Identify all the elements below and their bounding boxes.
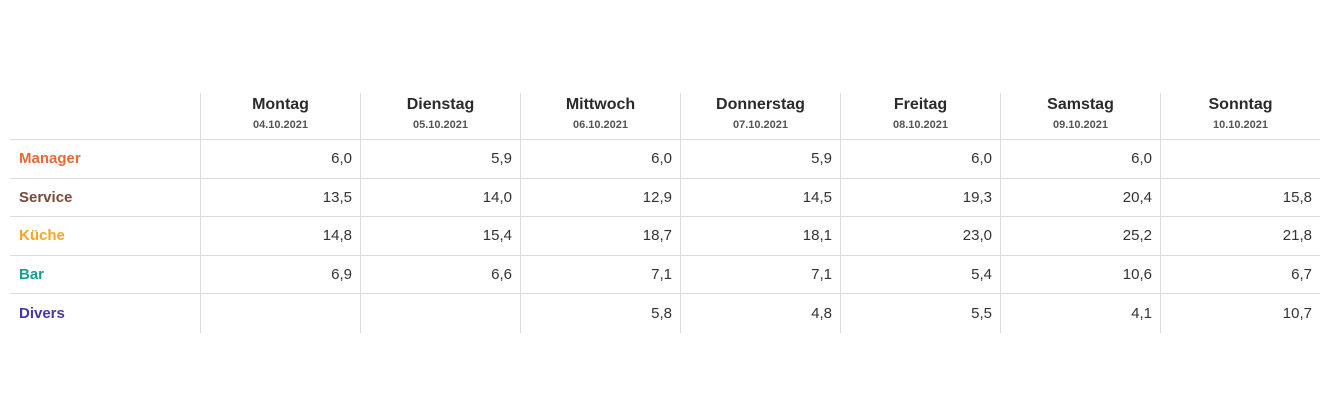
table-cell: 20,4 xyxy=(1000,178,1160,217)
day-date: 07.10.2021 xyxy=(732,119,789,131)
table-corner-cell xyxy=(10,93,200,140)
table-cell: 7,1 xyxy=(520,255,680,294)
table-cell: 14,0 xyxy=(360,178,520,217)
table-cell xyxy=(360,294,520,333)
day-date: 09.10.2021 xyxy=(1052,119,1109,131)
table-cell: 13,5 xyxy=(200,178,360,217)
table-cell: 6,0 xyxy=(840,140,1000,179)
table-cell: 15,8 xyxy=(1160,178,1320,217)
table-cell: 6,0 xyxy=(520,140,680,179)
row-label-manager: Manager xyxy=(10,140,200,179)
table-cell xyxy=(200,294,360,333)
day-name: Donnerstag xyxy=(716,96,805,113)
day-header-thursday: Donnerstag 07.10.2021 xyxy=(680,93,840,140)
table-cell: 19,3 xyxy=(840,178,1000,217)
table-cell: 6,6 xyxy=(360,255,520,294)
table-cell: 5,4 xyxy=(840,255,1000,294)
table-cell: 5,8 xyxy=(520,294,680,333)
table-cell: 7,1 xyxy=(680,255,840,294)
day-header-tuesday: Dienstag 05.10.2021 xyxy=(360,93,520,140)
table-cell: 14,5 xyxy=(680,178,840,217)
day-header-saturday: Samstag 09.10.2021 xyxy=(1000,93,1160,140)
day-name: Montag xyxy=(252,96,309,113)
table-cell: 10,6 xyxy=(1000,255,1160,294)
day-header-wednesday: Mittwoch 06.10.2021 xyxy=(520,93,680,140)
row-label-divers: Divers xyxy=(19,304,65,322)
day-name: Samstag xyxy=(1047,96,1114,113)
row-label-service: Service xyxy=(10,179,200,217)
table-cell: 18,7 xyxy=(520,217,680,256)
table-cell: 21,8 xyxy=(1160,217,1320,256)
table-cell: 5,9 xyxy=(680,140,840,179)
table-cell: 6,0 xyxy=(1000,140,1160,179)
table-cell: 23,0 xyxy=(840,217,1000,256)
table-cell: 14,8 xyxy=(200,217,360,256)
table-cell: 6,9 xyxy=(200,255,360,294)
day-date: 05.10.2021 xyxy=(412,119,469,131)
day-name: Mittwoch xyxy=(565,96,636,113)
table-cell: 6,0 xyxy=(200,140,360,179)
table-cell: 15,4 xyxy=(360,217,520,256)
row-label-kueche: Küche xyxy=(10,217,200,256)
day-date: 04.10.2021 xyxy=(252,119,309,131)
table-cell: 18,1 xyxy=(680,217,840,256)
table-cell: 5,9 xyxy=(360,140,520,179)
table-cell: 10,7 xyxy=(1160,294,1320,333)
schedule-table: Montag 04.10.2021 Dienstag 05.10.2021 Mi… xyxy=(10,93,1320,333)
table-cell: 25,2 xyxy=(1000,217,1160,256)
table-cell: 4,8 xyxy=(680,294,840,333)
table-cell: 6,7 xyxy=(1160,255,1320,294)
table-cell xyxy=(1160,140,1320,179)
day-date: 10.10.2021 xyxy=(1212,119,1269,131)
day-name: Freitag xyxy=(893,96,948,113)
table-cell: 12,9 xyxy=(520,178,680,217)
day-name: Sonntag xyxy=(1208,96,1273,113)
table-cell: 5,5 xyxy=(840,294,1000,333)
day-name: Dienstag xyxy=(406,96,475,113)
row-label-bar: Bar xyxy=(10,256,200,294)
day-header-sunday: Sonntag 10.10.2021 xyxy=(1160,93,1320,140)
day-date: 08.10.2021 xyxy=(892,119,949,131)
day-header-friday: Freitag 08.10.2021 xyxy=(840,93,1000,140)
day-header-monday: Montag 04.10.2021 xyxy=(200,93,360,140)
day-date: 06.10.2021 xyxy=(572,119,629,131)
table-cell: 4,1 xyxy=(1000,294,1160,333)
